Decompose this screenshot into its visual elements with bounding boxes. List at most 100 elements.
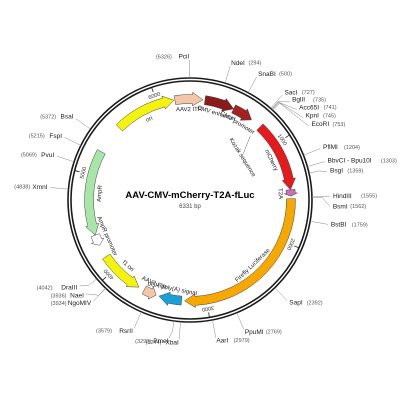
feature-t2a-arrow [283, 188, 298, 197]
feature-firefly-luciferase-arrow [184, 198, 296, 309]
site-leader-line [224, 65, 231, 84]
site-leader-line [56, 155, 75, 163]
site-aari-position: (2979) [234, 338, 250, 344]
site-leader-line [79, 278, 97, 287]
tick-mark [75, 170, 80, 173]
site-kpni-name: KpnI [306, 113, 320, 120]
site-sapi-name: SapI [289, 300, 303, 307]
site-bsai-name: BsaI [61, 114, 74, 121]
site-leader-line [178, 321, 181, 340]
site-bbvci-bpu10i-name: BbvCI - Bpu10I [328, 158, 372, 165]
site-snabi-position: (500) [279, 72, 292, 78]
tick-mark [102, 276, 107, 281]
site-leader-line [310, 220, 328, 225]
site-leader-line [212, 319, 217, 338]
tick-label: 1000 [276, 133, 288, 147]
site-pflmi-position: (1204) [344, 145, 360, 151]
site-leader-line [236, 312, 244, 330]
restriction-sites: NdeI (294) SnaBI (500) SacI (727)BglII (735)Ac… [14, 54, 397, 347]
site-naei-position: (3936) [51, 293, 67, 299]
site-naei-name: NaeI [70, 293, 84, 300]
site-leader-line [271, 101, 297, 110]
site-ngomiv-name: NgoMIV [68, 300, 92, 307]
site-bstbi-position: (1759) [352, 222, 368, 228]
feature-bgh-poly-a-signal-arrow [158, 291, 183, 306]
site-bsmi-position: (1562) [350, 204, 366, 210]
site-leader-line [168, 320, 175, 339]
site-bglii-position: (735) [313, 97, 326, 103]
site-hindiii-name: HindIII [333, 193, 352, 200]
feature-t2a-label: T2A [276, 188, 283, 199]
site-bglii-name: BglII [292, 97, 305, 104]
site-leader-line [64, 137, 81, 146]
site-draiii-position: (4042) [37, 285, 53, 291]
site-kpni-position: (745) [323, 113, 336, 119]
map-title: AAV-CMV-mCherry-T2A-fLuc [125, 190, 254, 201]
site-xbai-name: XbaI [165, 339, 179, 346]
tick-label: 2000 [285, 237, 295, 251]
site-rsrii-name: RsrII [119, 328, 133, 335]
site-acc65i-position: (741) [324, 105, 337, 111]
site-leader-line [272, 102, 304, 118]
tick-label: 5000 [79, 166, 88, 179]
map-length: 6331 bp [179, 204, 201, 210]
site-bsgi-position: (1359) [347, 168, 363, 174]
site-leader-line [50, 187, 69, 190]
site-leader-line [133, 311, 142, 329]
site-bstbi-name: BstBI [331, 222, 347, 229]
kozak-leader [242, 135, 251, 155]
site-leader-line [247, 76, 257, 93]
feature-ampr-arrow [84, 149, 106, 236]
site-pmei-name: PmeI [153, 338, 168, 345]
site-ecori-position: (753) [332, 122, 345, 128]
backbone-inner-ring [70, 80, 310, 320]
feature-ori-label: ori [145, 116, 154, 124]
site-snabi-name: SnaBI [258, 71, 276, 78]
site-leader-line [271, 101, 290, 110]
feature-ori-arrow [115, 95, 175, 132]
site-rsrii-position: (3579) [96, 329, 112, 335]
feature-mcherry-arrow [256, 123, 296, 191]
site-ndei-name: NdeI [231, 60, 245, 67]
site-pcii-position: (6326) [156, 54, 172, 60]
site-bsai-position: (5372) [40, 114, 56, 120]
site-ppumi-position: (2769) [266, 330, 282, 336]
feature-cmv-promoter-arrow [231, 104, 252, 121]
tick-mark [294, 245, 299, 249]
site-hindiii-position: (1555) [361, 194, 377, 200]
site-pvui-name: PvuI [41, 152, 54, 159]
site-leader-line [270, 94, 283, 109]
site-ecori-name: EcoRI [311, 121, 329, 128]
site-xmni-position: (4838) [14, 185, 30, 191]
site-leader-line [303, 148, 321, 156]
feature-f1-ori-arrow [102, 253, 140, 288]
site-aari-name: AarI [216, 337, 228, 344]
feature-ampr-promoter-arrow [90, 233, 105, 246]
kozak-sequence-label: Kozak sequence [228, 137, 257, 178]
site-bbvci-bpu10i-position: (1303) [381, 158, 397, 164]
tick-label: 3000 [201, 304, 214, 312]
site-xmni-name: XmnI [32, 184, 47, 191]
site-saci-position: (727) [302, 90, 315, 96]
site-ppumi-name: PpuMI [245, 329, 264, 336]
site-ngomiv-position: (3934) [51, 301, 67, 307]
site-fspi-position: (5215) [29, 134, 45, 140]
site-pcii-name: PciI [178, 54, 189, 61]
tick-mark [208, 312, 210, 317]
site-leader-line [308, 170, 328, 174]
tick-mark [151, 87, 154, 93]
site-ndei-position: (294) [249, 60, 262, 66]
site-acc65i-name: Acc65I [299, 104, 319, 111]
site-pmei-position: (3299) [135, 339, 151, 345]
site-fspi-name: FspI [49, 133, 62, 140]
site-bsmi-name: BsmI [333, 203, 348, 210]
site-leader-line [307, 161, 325, 167]
site-draiii-name: DraIII [61, 285, 77, 292]
site-leader-line [75, 118, 91, 130]
feature-aav2-itr-arrow [173, 91, 204, 107]
feature-ampr-label: AmpR [97, 184, 104, 202]
site-leader-line [86, 287, 106, 296]
site-bsgi-name: BsgI [330, 168, 343, 175]
site-leader-line [311, 197, 331, 207]
